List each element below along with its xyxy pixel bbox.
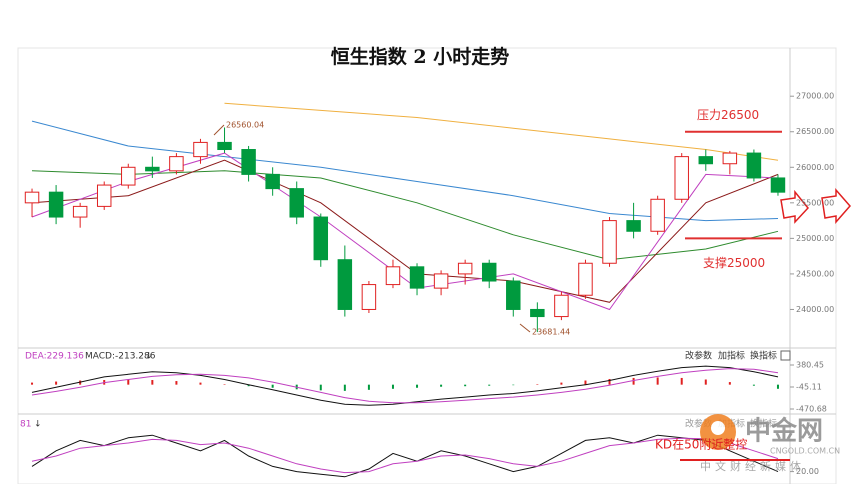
- candle-body: [433, 273, 449, 289]
- y-tick-label: 20.00: [796, 467, 819, 476]
- y-tick-label: 24500.00: [796, 269, 834, 278]
- legend-arrow[interactable]: ↓: [34, 420, 42, 430]
- button[interactable]: 加指标: [718, 350, 745, 362]
- candle-body: [409, 266, 425, 289]
- domain: CNGOLD.COM.CN: [770, 447, 840, 456]
- brand: 中金网: [745, 416, 823, 447]
- candle-body: [72, 205, 88, 218]
- y-tick-label: 26500.00: [796, 127, 834, 136]
- candle-body: [770, 177, 786, 193]
- candle-body: [24, 191, 40, 204]
- y-tick-label: 380.45: [796, 361, 824, 370]
- legend-arrow[interactable]: ↓: [145, 352, 153, 362]
- kdj-annotation: KD在50附近整控: [655, 437, 747, 452]
- level-label: 压力26500: [697, 108, 759, 122]
- candle-body: [217, 141, 232, 151]
- candle-body: [337, 259, 353, 310]
- arrow-icon: [780, 189, 809, 224]
- button[interactable]: 改参数: [685, 350, 712, 362]
- y-tick-label: 24000.00: [796, 305, 834, 314]
- slogan: 中文财经新媒体: [700, 459, 805, 473]
- candle-body: [265, 173, 280, 190]
- candle-body: [48, 191, 64, 218]
- watermark: 中金网 CNGOLD.COM.CN 中文财经新媒体: [700, 414, 840, 473]
- candle-body: [746, 152, 762, 179]
- macd-line: [31, 368, 779, 404]
- candle-body: [241, 149, 256, 175]
- chart-title: 恒生指数 2 小时走势: [331, 45, 509, 68]
- candle-body: [626, 220, 641, 232]
- kdj-label: 81: [20, 420, 31, 430]
- candle-body: [313, 216, 329, 261]
- candle-body: [457, 262, 473, 275]
- high-annotation: 26560.04: [226, 121, 264, 130]
- macd-legend: MACD:-213.286: [85, 352, 156, 362]
- y-tick-label: 25000.00: [796, 234, 834, 243]
- candle-body: [722, 152, 738, 165]
- annotation-pointer: [519, 323, 531, 333]
- kdj-line: [31, 434, 779, 478]
- candle-body: [121, 166, 136, 186]
- chart-frame: [17, 47, 837, 484]
- y-tick-label: -45.11: [796, 382, 822, 391]
- annotation-pointer: [213, 124, 225, 136]
- logo-mark: [711, 421, 725, 435]
- y-tick-label: 26000.00: [796, 163, 834, 172]
- candle-body: [385, 266, 401, 286]
- level-label: 支撑25000: [703, 255, 765, 270]
- kdj-line: [31, 437, 779, 474]
- candle-body: [674, 156, 689, 200]
- candle-body: [193, 141, 208, 158]
- macd-legend: DEA:229.136: [25, 352, 84, 362]
- moving-average: [224, 102, 779, 161]
- moving-average: [31, 120, 779, 222]
- candle-body: [698, 156, 714, 165]
- candle-body: [289, 188, 304, 218]
- candle-body: [96, 184, 112, 207]
- low-annotation: 23681.44: [532, 328, 570, 337]
- candle-body: [530, 308, 545, 318]
- button[interactable]: 换指标: [750, 418, 777, 430]
- candle-body: [554, 294, 569, 318]
- arrow-icon: [821, 188, 851, 224]
- close-button[interactable]: [780, 350, 791, 361]
- y-tick-label: 27000.00: [796, 92, 834, 101]
- candle-body: [145, 166, 160, 172]
- y-tick-label: -470.68: [796, 405, 827, 414]
- candle-body: [481, 262, 497, 282]
- candle-body: [361, 284, 377, 310]
- y-tick-label: 25500.00: [796, 198, 834, 207]
- candle-body: [506, 280, 521, 310]
- candle-body: [602, 220, 617, 264]
- candle-body: [578, 262, 593, 296]
- candle-body: [650, 198, 665, 232]
- candle-body: [169, 156, 184, 172]
- moving-average: [31, 170, 779, 261]
- button[interactable]: 换指标: [750, 350, 777, 362]
